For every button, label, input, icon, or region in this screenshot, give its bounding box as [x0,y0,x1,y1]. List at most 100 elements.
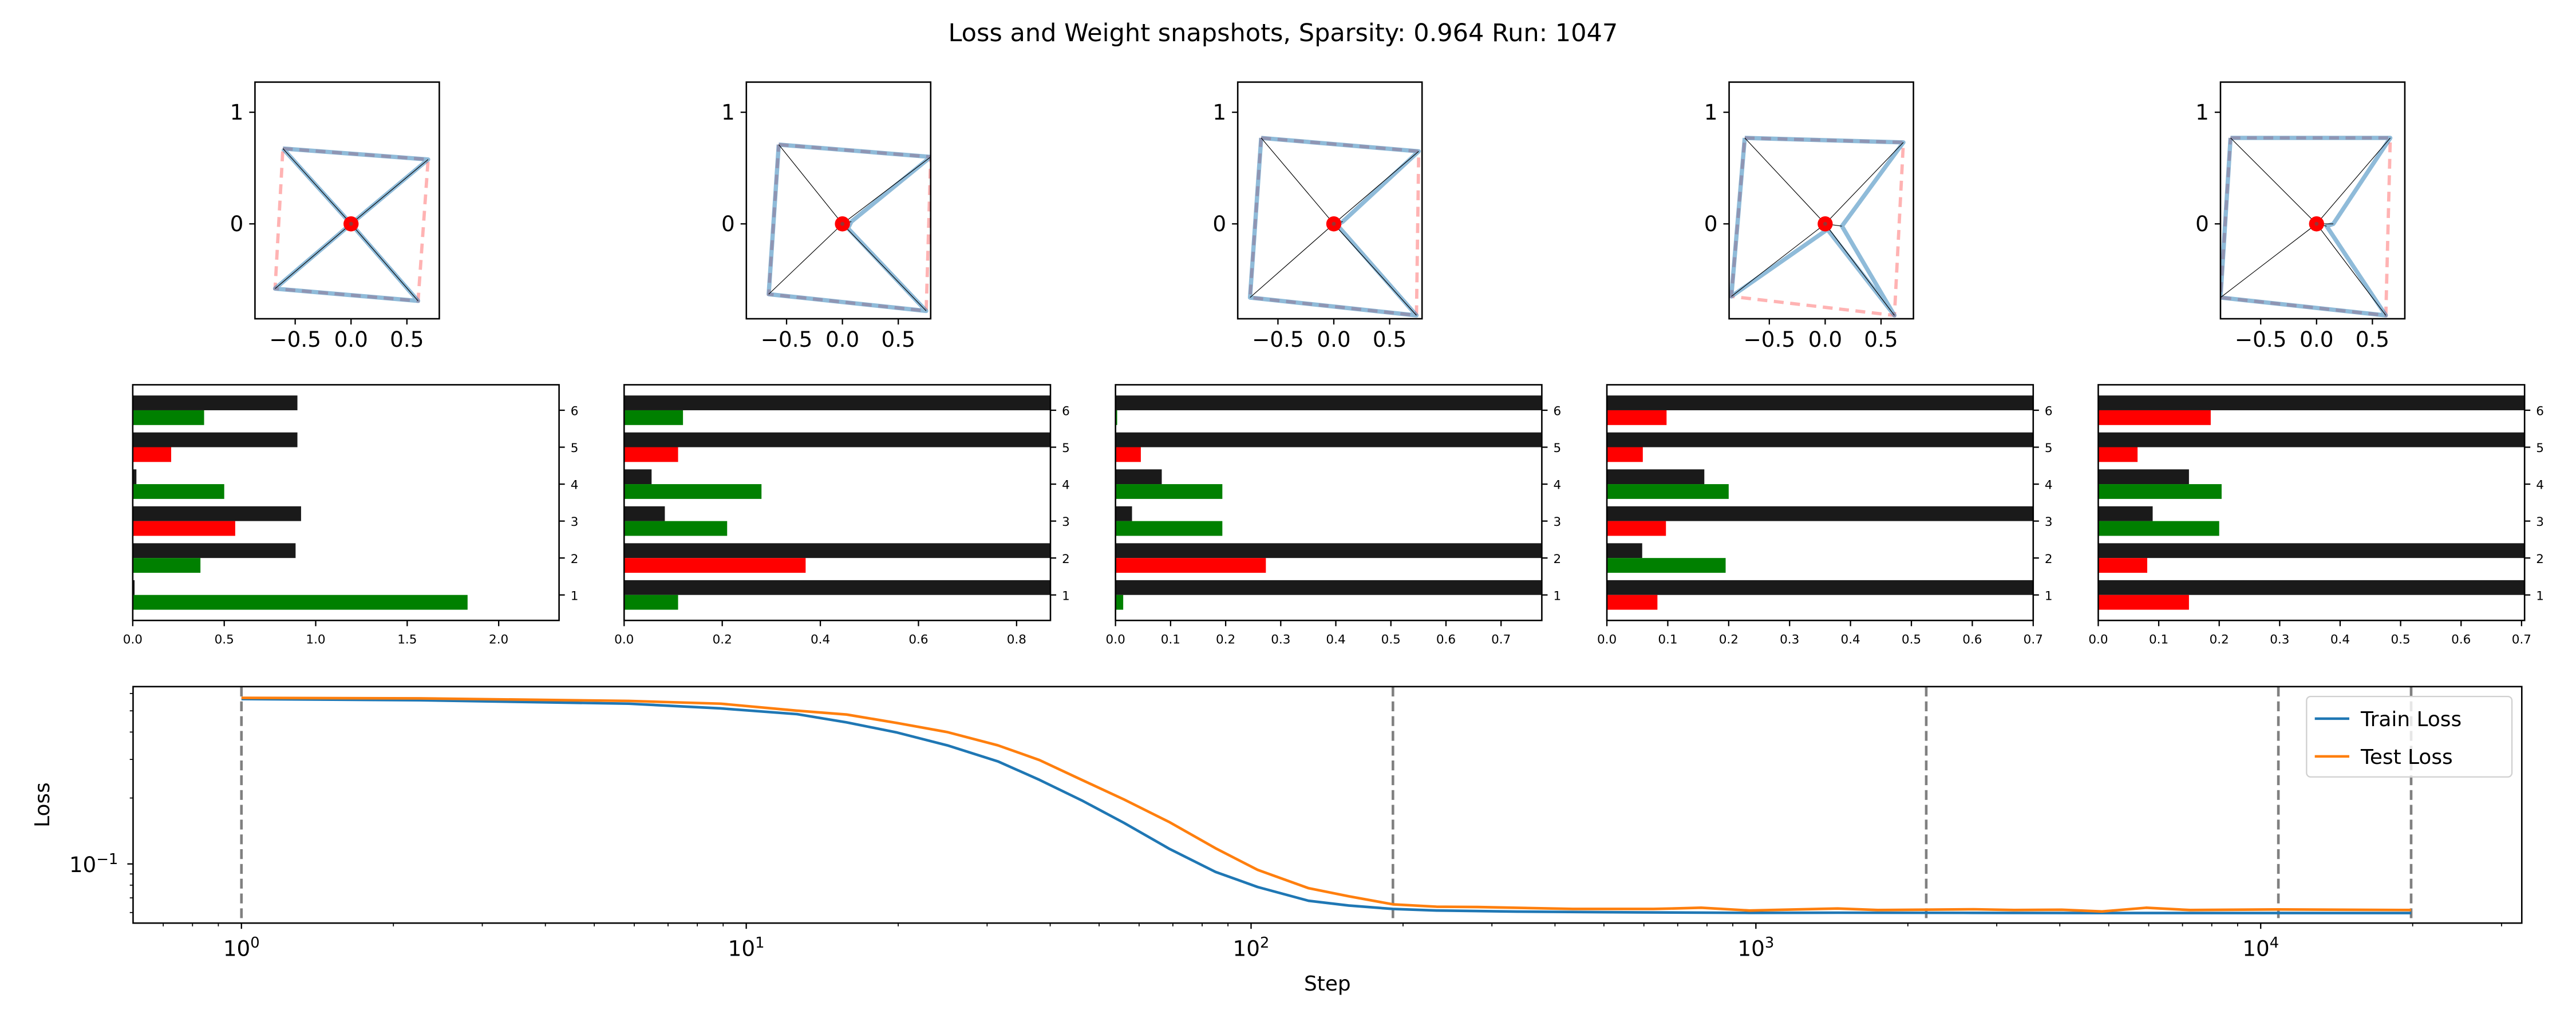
norm-bar [2098,432,2525,447]
positive-bar [1115,484,1223,499]
norm-bar [624,543,1051,558]
weight-vector [275,223,351,289]
x-tick-label: 1.0 [306,632,325,647]
axes-frame [132,384,560,621]
y-tick-label: 6 [2045,405,2053,419]
y-tick-label: 1 [230,100,244,125]
norm-bar [1607,506,2033,521]
weight-vector [2220,223,2317,298]
y-tick-label: 2 [1553,552,1561,566]
x-tick-label: 0.5 [1902,632,1921,647]
negative-bar [132,521,235,536]
positive-bar [132,558,201,573]
negative-bar [2098,410,2211,425]
x-tick-label: 0.2 [2210,632,2229,647]
positive-bar [2098,521,2219,536]
figure-title: Loss and Weight snapshots, Sparsity: 0.9… [948,19,1618,47]
positive-bar [624,521,728,536]
norm-bar [624,395,1051,410]
y-tick-label: 6 [571,405,579,419]
bar-panel: 1 2 3 4 5 6 0.0 0.1 0.2 0.3 0.4 0.5 0.6 0.7 [2088,384,2544,647]
bar-panel: 1 2 3 4 5 6 0.0 0.1 0.2 0.3 0.4 0.5 0.6 0.7 [1106,384,1561,647]
negative-bar [624,447,678,462]
negative-bar [1115,447,1141,462]
x-tick-label: 0.3 [1780,632,1799,647]
norm-bar [132,395,298,410]
x-tick-label: 0.6 [2451,632,2471,647]
negative-bar [1607,521,1666,536]
norm-bar [1607,395,2033,410]
train-loss-line [241,698,2411,914]
norm-bar [2098,395,2525,410]
negative-bar [624,558,806,573]
x-tick-label: 0.0 [2300,327,2333,352]
x-tick-label: 0.7 [2024,632,2043,647]
x-tick-label: 0.0 [614,632,634,647]
positive-bar [1115,595,1124,610]
y-tick-label: 3 [571,515,579,529]
axes-frame [1606,384,2034,621]
plot-area [1115,395,1542,610]
legend-label: Test Loss [2360,746,2453,769]
x-tick-label: 0.5 [882,327,915,352]
x-tick-label: 103 [1737,934,1774,961]
y-tick-label: 6 [2536,405,2544,419]
tick-base: 10 [728,936,755,961]
norm-bar [1115,506,1132,521]
x-tick-label: 102 [1233,934,1270,961]
axes-frame [1236,81,1423,320]
y-tick-label: 4 [2045,478,2053,493]
y-tick-label: 0 [721,211,735,236]
positive-bar [624,595,678,610]
x-tick-label: 0.4 [1841,632,1860,647]
y-tick-label: 4 [1062,478,1070,493]
y-tick-label: 1 [1704,100,1718,125]
norm-bar [624,432,1051,447]
norm-bar [1115,543,1542,558]
tick-exponent: 2 [1260,934,1269,952]
weight-vector [1824,223,1895,316]
y-tick-label: 1 [1212,100,1226,125]
x-tick-label: 0.5 [2391,632,2411,647]
x-tick-label: −0.5 [1744,327,1796,352]
tick-exponent: 1 [755,934,764,952]
plot-area [272,146,430,303]
x-tick-label: 0.5 [1381,632,1401,647]
x-tick-label: 0.3 [2270,632,2289,647]
tick-base: 10 [223,936,250,961]
weight-panel: −0.5 0.0 0.5 0 1 [721,81,932,352]
norm-bar [624,469,652,485]
tick-base: 10 [69,852,96,877]
x-tick-label: 0.1 [1161,632,1180,647]
weight-vector [842,223,927,311]
x-tick-label: 0.0 [123,632,143,647]
x-tick-label: 0.0 [1106,632,1125,647]
y-tick-label: 5 [571,441,579,455]
tick-base: 10 [2242,936,2269,961]
x-tick-label: 0.4 [2330,632,2350,647]
y-tick-label: 5 [2536,441,2544,455]
weight-vector [778,144,843,224]
plot-area [624,395,1051,610]
x-tick-label: 100 [223,934,260,961]
x-tick-label: 0.2 [1719,632,1739,647]
y-axis-label: Loss [31,782,54,827]
x-tick-label: 0.0 [1317,327,1350,352]
weight-snapshot-row: −0.5 0.0 0.501−0.5 0.0 0.501−0.5 0.0 0.501−0.5… [230,81,2406,352]
y-tick-label: 5 [1062,441,1070,455]
negative-bar [2098,595,2189,610]
tick-exponent: 0 [250,934,259,952]
x-tick-label: 0.8 [1007,632,1026,647]
y-tick-label: 4 [2536,478,2544,493]
plot-area [1729,136,1906,318]
x-tick-label: 0.0 [2088,632,2108,647]
norm-bar [1115,469,1162,485]
negative-bar [1607,410,1667,425]
x-tick-label: 0.1 [1658,632,1677,647]
tick-exponent: −1 [96,851,118,868]
x-tick-label: 0.7 [2512,632,2531,647]
y-tick-label: 2 [571,552,579,566]
norm-bar [132,543,296,558]
